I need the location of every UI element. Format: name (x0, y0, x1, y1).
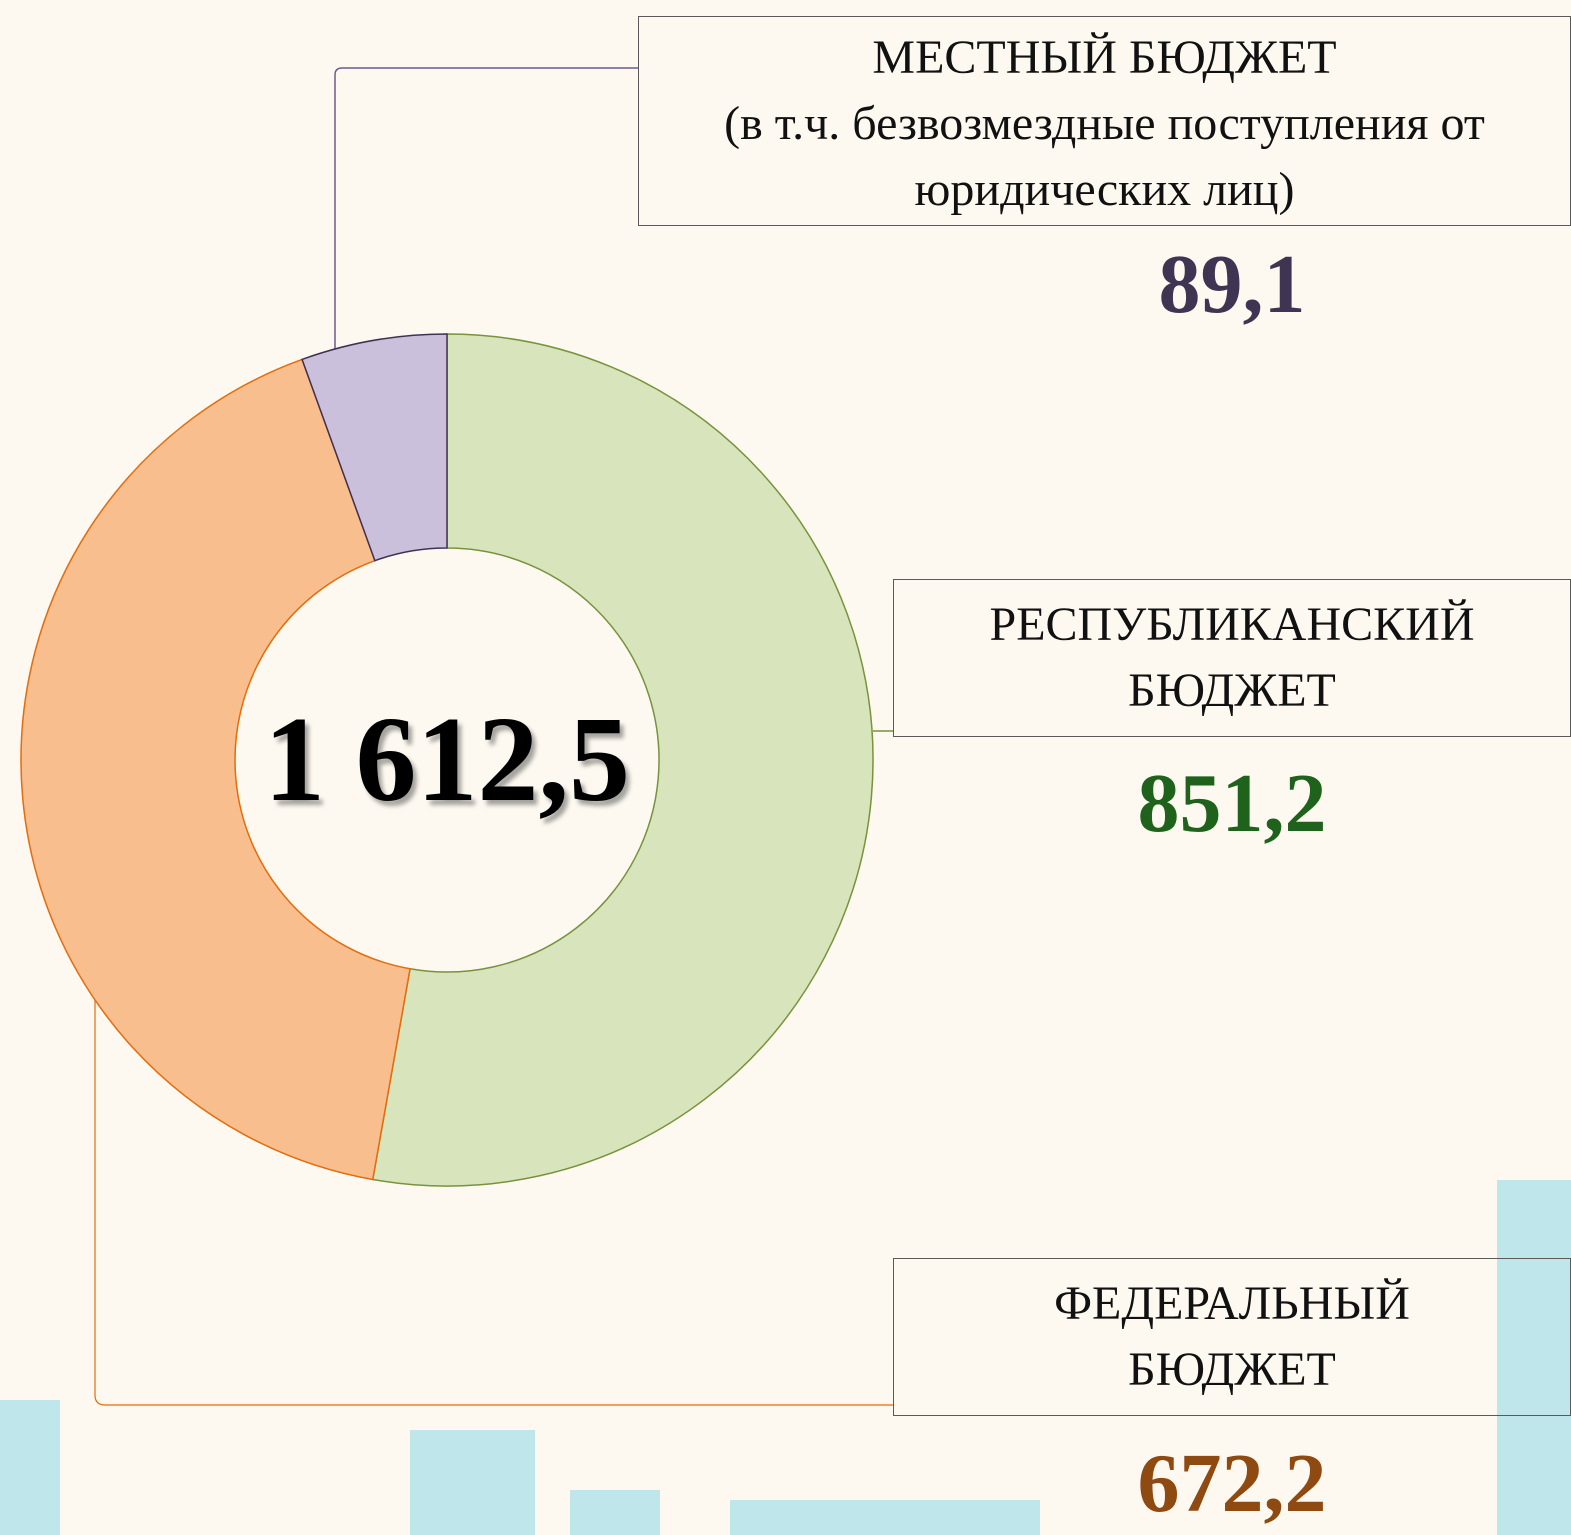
leader-lines (94, 67, 893, 1406)
label-box: МЕСТНЫЙ БЮДЖЕТ (в т.ч. безвозмездные пост… (638, 16, 1571, 226)
value-label: 89,1 (1158, 238, 1306, 331)
total-label: 1 612,5 (264, 692, 630, 827)
slice (371, 333, 874, 1187)
category-label: ФЕДЕРАЛЬНЫЙ БЮДЖЕТ (1054, 1277, 1410, 1396)
slices (20, 333, 874, 1187)
label-box: ФЕДЕРАЛЬНЫЙ БЮДЖЕТ (893, 1258, 1571, 1416)
slice (20, 358, 411, 1181)
annotation: (в т.ч. безвозмездные поступления от юри… (724, 97, 1485, 216)
skyline (0, 1180, 1571, 1535)
slice (301, 333, 448, 562)
value-label: 851,2 (1137, 757, 1327, 850)
category-label: РЕСПУБЛИКАНСКИЙ БЮДЖЕТ (989, 598, 1475, 717)
category-label: МЕСТНЫЙ БЮДЖЕТ (872, 31, 1337, 84)
label-box: РЕСПУБЛИКАНСКИЙ БЮДЖЕТ (893, 579, 1571, 737)
value-label: 672,2 (1137, 1437, 1327, 1530)
